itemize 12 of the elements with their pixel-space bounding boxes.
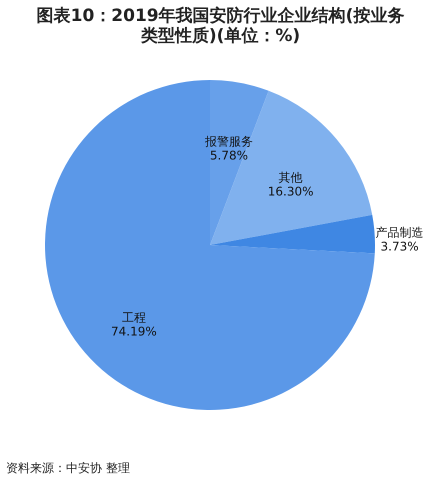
data-label: 5.78% xyxy=(210,148,248,163)
data-label: 3.73% xyxy=(380,239,419,254)
text: 资料来源：中安协 整理 xyxy=(6,460,130,477)
chart-title: 图表10：2019年我国安防行业企业结构(按业务类型性质)(单位：%) xyxy=(36,6,406,46)
data-label: 16.30% xyxy=(268,184,314,199)
slice-label: 其他 xyxy=(278,170,303,185)
slice-label: 产品制造 xyxy=(376,225,424,240)
slice-label: 工程 xyxy=(122,310,146,324)
data-label: 74.19% xyxy=(111,324,157,338)
slice-label: 报警服务 xyxy=(204,134,253,149)
pie-slice xyxy=(210,214,375,254)
pie-slice xyxy=(45,80,375,410)
